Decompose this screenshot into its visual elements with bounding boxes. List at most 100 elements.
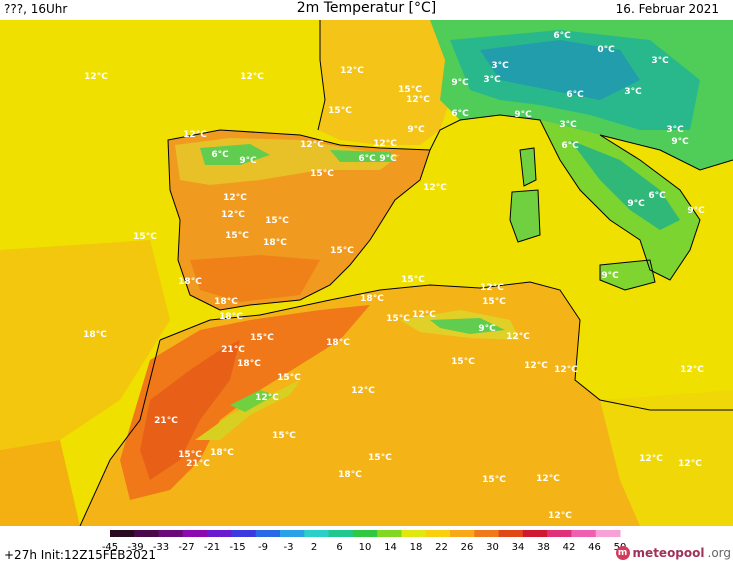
africa-west-coast [79,339,161,526]
temperature-label: 15°C [482,297,506,307]
scale-tick-label: 18 [410,542,423,553]
map-footer: -45 -39 -33 -27 -21 -15 -9 -3 2 6 10 14 18 22 26 30 34 38… [0,526,733,566]
init-time-label: +27h Init:12Z15FEB2021 [4,548,156,562]
temperature-label: 9°C [514,110,532,120]
temperature-label: 6°C [358,154,376,164]
temperature-label: 3°C [491,61,509,71]
scale-tick-label: 34 [512,542,525,553]
temperature-label: 15°C [225,231,249,241]
scale-swatch [110,530,135,537]
temperature-label: 15°C [368,453,392,463]
sardinia-coast [509,189,541,243]
france-coast [317,20,326,131]
temperature-label: 18°C [210,448,234,458]
scale-swatch [352,530,378,537]
temperature-label: 12°C [639,454,663,464]
africa-coast [159,281,733,411]
atlas-cold [230,390,275,412]
scale-tick-label: -39 [127,542,143,553]
scale-tick-label: 42 [563,542,576,553]
temperature-label: 12°C [223,193,247,203]
scale-swatch [304,530,330,537]
temperature-label: 9°C [379,154,397,164]
temperature-label: 15°C [265,216,289,226]
temperature-label: 9°C [671,137,689,147]
alps-coldest [480,40,640,100]
atlantic-warm-zone [0,240,170,450]
libya-yellow [600,390,733,526]
temperature-label: 9°C [239,156,257,166]
temperature-label: 9°C [407,125,425,135]
temperature-label: 15°C [272,431,296,441]
meteopool-logo-icon: m [615,546,630,560]
temperature-label: 12°C [340,66,364,76]
scale-swatch [547,530,572,537]
temperature-label: 12°C [412,310,436,320]
temperature-label: 6°C [566,90,584,100]
scale-tick-label: -21 [204,542,220,553]
temperature-label: 12°C [300,140,324,150]
temperature-label: 12°C [255,393,279,403]
coastlines [79,20,733,526]
temperature-labels: 12°C 12°C12°C15°C12°C15°C12°C9°C6°C3°C3°C… [83,31,705,521]
map-title: 2m Temperatur [°C] [296,0,437,16]
temperature-label: 3°C [483,75,501,85]
scale-tick-label: 10 [359,542,372,553]
forecast-date: 16. Februar 2021 [615,2,719,16]
scale-tick-label: 30 [486,542,499,553]
brand-name: meteopool [632,546,705,560]
temperature-label: 15°C [386,314,410,324]
temperature-label: 12°C [423,183,447,193]
temperature-label: 12°C [240,72,264,82]
temperature-label: 6°C [561,141,579,151]
scale-swatch [425,530,451,537]
temperature-label: 9°C [601,271,619,281]
sicily-coast [599,259,656,291]
temperature-label: 12°C [554,365,578,375]
scale-tick-label: -27 [178,542,194,553]
temperature-label: 15°C [178,450,202,460]
map-header: ???, 16Uhr 2m Temperatur [°C] 16. Februa… [0,0,733,20]
temperature-label: 18°C [360,294,384,304]
temperature-label: 3°C [624,87,642,97]
scale-tick-label: 22 [435,542,448,553]
scale-swatch [231,530,257,537]
med-north-coast [429,114,733,281]
iberia-coast [167,129,431,311]
scale-tick-label: -9 [258,542,268,553]
scale-swatch [207,530,232,537]
color-scale: -45 -39 -33 -27 -21 -15 -9 -3 2 6 10 14 18 22 26 30 34 38… [102,530,627,553]
temperature-label: 12°C [373,139,397,149]
temperature-label: 9°C [451,78,469,88]
algeria-cold [430,318,505,334]
scale-swatch [255,530,281,537]
corsica [520,148,536,186]
scale-tick-label: -45 [102,542,118,553]
meteopool-logo[interactable]: m meteopool .org [615,546,731,560]
temperature-label: 18°C [326,338,350,348]
cantabria-cold [200,144,270,165]
temperature-label: 3°C [651,56,669,66]
temperature-label: 12°C [480,283,504,293]
scale-swatch [498,530,524,537]
temperature-label: 18°C [237,359,261,369]
temperature-label: 0°C [597,45,615,55]
scale-ticks: -45 -39 -33 -27 -21 -15 -9 -3 2 6 10 14 18 22 26 30 34 38… [102,542,627,553]
temperature-label: 18°C [338,470,362,480]
scale-tick-label: 38 [537,542,550,553]
temperature-label: 9°C [687,206,705,216]
temperature-label: 18°C [83,330,107,340]
scale-swatch [280,530,305,537]
temperature-label: 15°C [328,106,352,116]
forecast-time-label: ???, 16Uhr [4,2,68,16]
temperature-label: 12°C [351,386,375,396]
temperature-label: 12°C [221,210,245,220]
scale-swatch [182,530,208,537]
temperature-label: 15°C [310,169,334,179]
iberia-warm-south [190,255,320,302]
temperature-map: 12°C 12°C12°C15°C12°C15°C12°C9°C6°C3°C3°C… [0,20,733,526]
temperature-label: 12°C [680,365,704,375]
scale-swatch [328,530,354,537]
france-land [318,20,470,145]
temperature-label: 15°C [277,373,301,383]
